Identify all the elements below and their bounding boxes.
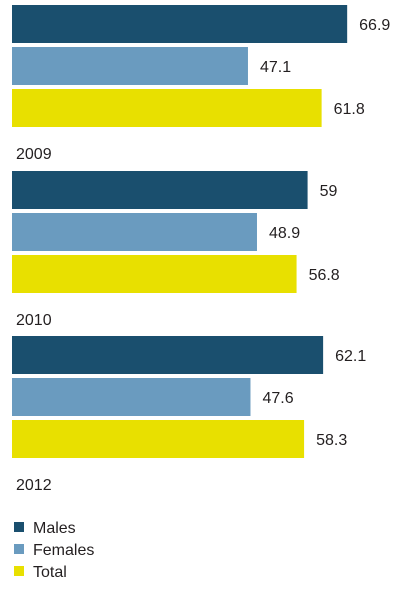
data-label-males-2010: 59 [320, 183, 338, 200]
data-label-total-2012: 58.3 [316, 432, 347, 449]
bar-males-2012 [12, 336, 324, 374]
legend-label-males: Males [33, 520, 76, 537]
legend-label-females: Females [33, 542, 94, 559]
data-label-females-2009: 47.1 [260, 59, 291, 76]
bars-layer [12, 5, 348, 458]
bar-females-2009 [12, 47, 248, 85]
data-label-females-2010: 48.9 [269, 225, 300, 242]
category-label-2009: 2009 [16, 146, 52, 163]
bar-total-2009 [12, 89, 322, 127]
data-label-males-2009: 66.9 [359, 17, 390, 34]
labels-layer: 66.9 47.1 61.8 2009 59 48.9 56.8 2010 62.1 47.6 58… [16, 17, 390, 494]
bar-males-2009 [12, 5, 348, 43]
bar-females-2010 [12, 213, 257, 251]
bar-females-2012 [12, 378, 251, 416]
data-label-females-2012: 47.6 [262, 390, 293, 407]
legend-swatch-males [14, 522, 24, 532]
legend: Males Females Total [14, 520, 94, 581]
legend-swatch-females [14, 544, 24, 554]
bar-males-2010 [12, 171, 308, 209]
data-label-total-2009: 61.8 [334, 101, 365, 118]
category-label-2010: 2010 [16, 312, 52, 329]
bar-total-2012 [12, 420, 305, 458]
legend-label-total: Total [33, 564, 67, 581]
category-label-2012: 2012 [16, 477, 52, 494]
legend-swatch-total [14, 566, 24, 576]
data-label-males-2012: 62.1 [335, 348, 366, 365]
data-label-total-2010: 56.8 [309, 267, 340, 284]
bar-total-2010 [12, 255, 297, 293]
